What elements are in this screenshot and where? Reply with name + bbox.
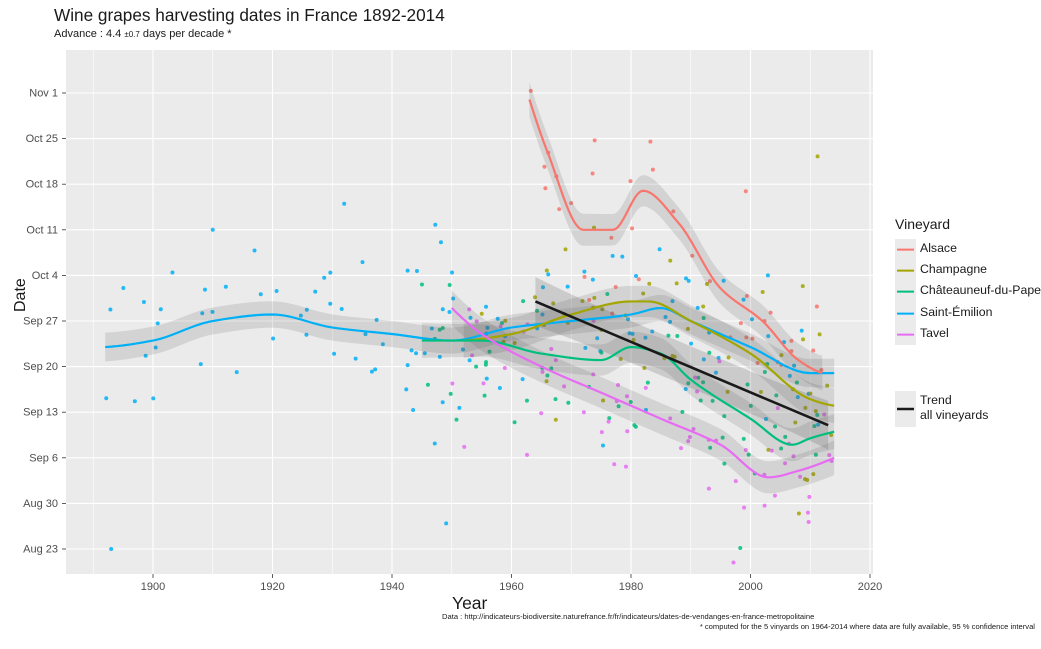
svg-text:1960: 1960 xyxy=(499,581,523,593)
svg-text:Aug 23: Aug 23 xyxy=(23,544,58,556)
svg-text:1940: 1940 xyxy=(380,581,404,593)
svg-text:Oct 18: Oct 18 xyxy=(26,179,58,191)
svg-text:Sep 6: Sep 6 xyxy=(29,452,58,464)
svg-text:1920: 1920 xyxy=(260,581,284,593)
svg-text:Sep 20: Sep 20 xyxy=(23,361,58,373)
svg-text:Nov 1: Nov 1 xyxy=(29,88,58,100)
svg-text:2000: 2000 xyxy=(738,581,762,593)
svg-text:Aug 30: Aug 30 xyxy=(23,498,58,510)
svg-text:2020: 2020 xyxy=(858,581,882,593)
svg-text:Sep 27: Sep 27 xyxy=(23,316,58,328)
svg-text:Oct 25: Oct 25 xyxy=(26,133,58,145)
svg-text:Sep 13: Sep 13 xyxy=(23,407,58,419)
svg-text:1980: 1980 xyxy=(619,581,643,593)
svg-text:Oct 11: Oct 11 xyxy=(26,224,58,236)
svg-text:1900: 1900 xyxy=(141,581,165,593)
svg-text:Oct 4: Oct 4 xyxy=(32,270,58,282)
